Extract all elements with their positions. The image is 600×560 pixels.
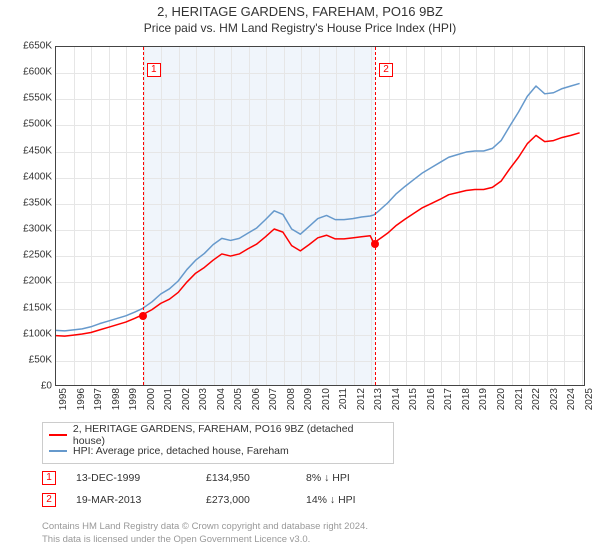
legend-item-ppd: 2, HERITAGE GARDENS, FAREHAM, PO16 9BZ (… xyxy=(49,427,387,443)
chart-titles: 2, HERITAGE GARDENS, FAREHAM, PO16 9BZ P… xyxy=(0,4,600,35)
x-tick-label: 2021 xyxy=(514,388,525,418)
x-tick-label: 1998 xyxy=(111,388,122,418)
data-marker xyxy=(139,312,147,320)
x-tick-label: 2006 xyxy=(251,388,262,418)
x-tick-label: 2007 xyxy=(268,388,279,418)
x-tick-label: 2001 xyxy=(163,388,174,418)
y-tick-label: £100K xyxy=(0,328,52,339)
attribution-line-1: Contains HM Land Registry data © Crown c… xyxy=(42,520,586,533)
legend: 2, HERITAGE GARDENS, FAREHAM, PO16 9BZ (… xyxy=(42,422,394,464)
event-line xyxy=(375,47,376,385)
event-line xyxy=(143,47,144,385)
y-tick-label: £550K xyxy=(0,93,52,104)
y-tick-label: £50K xyxy=(0,354,52,365)
attribution-line-2: This data is licensed under the Open Gov… xyxy=(42,533,586,546)
txn-flag-2: 2 xyxy=(42,493,56,507)
y-tick-label: £350K xyxy=(0,197,52,208)
x-tick-label: 2010 xyxy=(321,388,332,418)
x-tick-label: 2015 xyxy=(408,388,419,418)
x-tick-label: 2018 xyxy=(461,388,472,418)
x-tick-label: 1996 xyxy=(76,388,87,418)
event-flag: 1 xyxy=(147,63,161,77)
chart-page: { "title": "2, HERITAGE GARDENS, FAREHAM… xyxy=(0,0,600,560)
y-tick-label: £600K xyxy=(0,67,52,78)
legend-swatch-hpi xyxy=(49,450,67,452)
txn-hpi-1: 8% ↓ HPI xyxy=(306,472,426,484)
x-tick-label: 2016 xyxy=(426,388,437,418)
x-tick-label: 2004 xyxy=(216,388,227,418)
x-tick-label: 2020 xyxy=(496,388,507,418)
y-tick-label: £0 xyxy=(0,381,52,392)
x-tick-label: 2008 xyxy=(286,388,297,418)
x-tick-label: 2000 xyxy=(146,388,157,418)
x-tick-label: 2012 xyxy=(356,388,367,418)
y-tick-label: £500K xyxy=(0,119,52,130)
series-line-ppd xyxy=(56,133,580,336)
x-tick-label: 1999 xyxy=(128,388,139,418)
transaction-row-2: 2 19-MAR-2013 £273,000 14% ↓ HPI xyxy=(42,491,562,509)
x-tick-label: 2019 xyxy=(478,388,489,418)
chart-title: 2, HERITAGE GARDENS, FAREHAM, PO16 9BZ xyxy=(0,4,600,19)
plot-area: 12 xyxy=(55,46,585,386)
txn-date-1: 13-DEC-1999 xyxy=(76,472,206,484)
y-tick-label: £650K xyxy=(0,41,52,52)
data-marker xyxy=(371,240,379,248)
y-tick-label: £450K xyxy=(0,145,52,156)
txn-hpi-2: 14% ↓ HPI xyxy=(306,494,426,506)
x-tick-label: 2011 xyxy=(338,388,349,418)
x-tick-label: 1995 xyxy=(58,388,69,418)
x-tick-label: 2009 xyxy=(303,388,314,418)
y-tick-label: £400K xyxy=(0,171,52,182)
x-tick-label: 2005 xyxy=(233,388,244,418)
legend-label-ppd: 2, HERITAGE GARDENS, FAREHAM, PO16 9BZ (… xyxy=(73,423,387,447)
event-flag: 2 xyxy=(379,63,393,77)
x-tick-label: 2024 xyxy=(566,388,577,418)
x-tick-label: 2023 xyxy=(549,388,560,418)
y-tick-label: £250K xyxy=(0,250,52,261)
txn-date-2: 19-MAR-2013 xyxy=(76,494,206,506)
legend-label-hpi: HPI: Average price, detached house, Fare… xyxy=(73,445,289,457)
x-tick-label: 2017 xyxy=(443,388,454,418)
y-tick-label: £300K xyxy=(0,224,52,235)
x-tick-label: 2014 xyxy=(391,388,402,418)
chart-subtitle: Price paid vs. HM Land Registry's House … xyxy=(0,21,600,35)
x-tick-label: 2002 xyxy=(181,388,192,418)
series-line-hpi xyxy=(56,83,580,331)
txn-flag-1: 1 xyxy=(42,471,56,485)
attribution: Contains HM Land Registry data © Crown c… xyxy=(42,520,586,546)
x-tick-label: 2013 xyxy=(373,388,384,418)
y-tick-label: £200K xyxy=(0,276,52,287)
transaction-row-1: 1 13-DEC-1999 £134,950 8% ↓ HPI xyxy=(42,469,562,487)
txn-price-2: £273,000 xyxy=(206,494,306,506)
txn-price-1: £134,950 xyxy=(206,472,306,484)
x-tick-label: 2022 xyxy=(531,388,542,418)
series-svg xyxy=(56,47,584,385)
legend-swatch-ppd xyxy=(49,434,67,436)
x-tick-label: 1997 xyxy=(93,388,104,418)
y-tick-label: £150K xyxy=(0,302,52,313)
x-tick-label: 2003 xyxy=(198,388,209,418)
x-tick-label: 2025 xyxy=(584,388,595,418)
